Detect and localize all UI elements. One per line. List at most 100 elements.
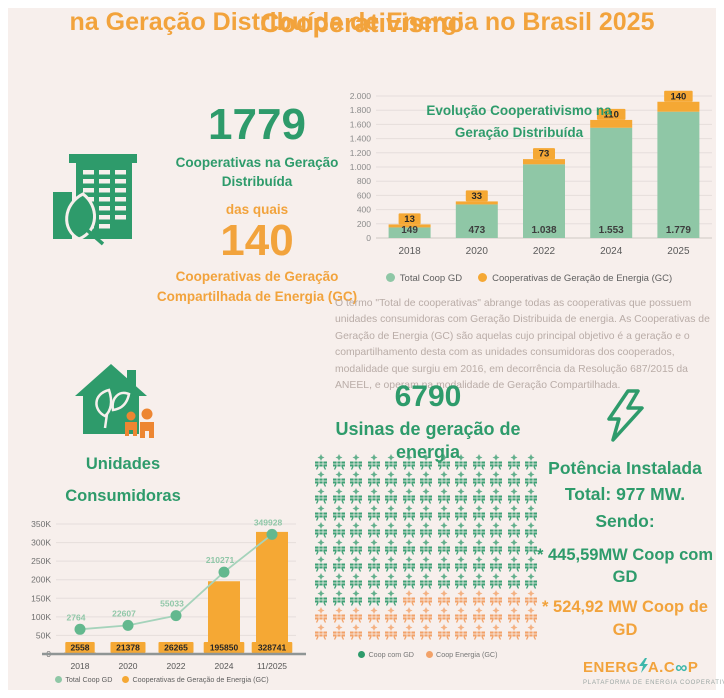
solar-panel-icon: [472, 488, 485, 504]
panel-cell: [348, 590, 366, 607]
solar-panel-icon: [455, 488, 467, 504]
power-heading-line1: Potência Instalada: [548, 458, 702, 478]
solar-panel-icon: [332, 522, 345, 538]
panel-cell: [401, 539, 419, 556]
panel-cell: [348, 522, 366, 539]
panel-cell: [471, 454, 489, 471]
solar-panel-icon: [367, 607, 380, 623]
solar-panel-icon: [472, 573, 485, 589]
solar-panel-icon: [507, 556, 520, 572]
infographic-canvas: Cooperativismo na Geração Distribuída de…: [8, 8, 724, 690]
solar-panel-icon: [507, 590, 520, 606]
panel-cell: [453, 539, 471, 556]
panel-cell: [366, 607, 384, 624]
panel-cell: [453, 590, 471, 607]
panel-cell: [348, 539, 366, 556]
solar-panel-icon: [332, 539, 345, 555]
panel-cell: [453, 454, 471, 471]
solar-panel-icon: [455, 556, 467, 572]
svg-text:1.800: 1.800: [350, 105, 372, 115]
panel-cell: [331, 522, 349, 539]
logo-bolt-icon: [638, 658, 648, 677]
solar-panel-icon: [367, 590, 380, 606]
solar-panel-icon: [350, 607, 362, 623]
solar-panel-icon: [385, 454, 397, 470]
svg-text:2022: 2022: [167, 661, 186, 670]
svg-text:22607: 22607: [112, 608, 136, 618]
solar-panel-icon: [472, 471, 485, 487]
bar-total-2020: [455, 204, 498, 238]
explanatory-note: O termo "Total de cooperativas" abrange …: [335, 298, 710, 392]
panel-cell: [436, 573, 454, 590]
svg-text:2024: 2024: [215, 661, 234, 670]
panel-cell: [506, 556, 524, 573]
solar-panel-legend: Coop com GD Coop Energia (GC): [310, 650, 546, 659]
panel-cell: [523, 573, 541, 590]
solar-panel-icon: [437, 488, 450, 504]
panel-cell: [523, 607, 541, 624]
solar-panel-icon: [385, 488, 397, 504]
svg-text:350K: 350K: [31, 519, 51, 529]
svg-text:100K: 100K: [31, 612, 51, 622]
panel-cell: [418, 454, 436, 471]
solar-panel-icon: [437, 522, 450, 538]
panel-cell: [331, 590, 349, 607]
solar-panel-icon: [525, 471, 537, 487]
logo-wordmark: ENERG A.C ∞ P: [583, 658, 723, 677]
solar-panel-icon: [490, 522, 502, 538]
solar-panel-icon: [455, 522, 467, 538]
solar-panel-icon: [315, 454, 327, 470]
panel-cell: [453, 573, 471, 590]
panel-cell: [331, 624, 349, 641]
panel-cell: [366, 471, 384, 488]
solar-panel-icon: [315, 505, 327, 521]
solar-panel-icon: [420, 471, 432, 487]
solar-panel-icon: [455, 505, 467, 521]
panel-cell: [331, 454, 349, 471]
energia-coop-logo[interactable]: ENERG A.C ∞ P PLATAFORMA DE ENERGIA COOPERA…: [583, 658, 724, 686]
main-title-line2: na Geração Distribuída de Energia no Bra…: [69, 8, 655, 36]
solar-panel-icon: [367, 471, 380, 487]
solar-panel-icon: [350, 488, 362, 504]
solar-panel-icon: [472, 607, 485, 623]
evolution-chart-legend: Total Coop GD Cooperativas de Geração de…: [338, 273, 720, 284]
solar-panel-icon: [507, 607, 520, 623]
svg-text:200: 200: [357, 219, 371, 229]
panel-cell: [506, 454, 524, 471]
svg-text:11/2025: 11/2025: [257, 661, 287, 670]
panel-cell: [313, 573, 331, 590]
panel-cell: [313, 590, 331, 607]
panel-cell: [453, 556, 471, 573]
solar-panel-icon: [350, 573, 362, 589]
panel-cell: [523, 624, 541, 641]
power-item-coop-com-gd: * 445,59MW Coop com GD: [536, 545, 714, 587]
solar-panel-icon: [367, 505, 380, 521]
bar-total-2025: [657, 111, 700, 238]
solar-panel-icon: [437, 471, 450, 487]
panel-cell: [436, 454, 454, 471]
solar-panel-icon: [507, 522, 520, 538]
solar-panel-icon: [332, 488, 345, 504]
panel-cell: [488, 471, 506, 488]
solar-panel-icon: [525, 454, 537, 470]
logo-tagline: PLATAFORMA DE ENERGIA COOPERATIVA: [583, 680, 724, 686]
panel-cell: [506, 607, 524, 624]
bar-gc-2022: [523, 159, 565, 165]
panel-cell: [313, 471, 331, 488]
panel-cell: [401, 607, 419, 624]
panel-cell: [366, 454, 384, 471]
panel-legend-dot-green: [358, 651, 366, 658]
svg-text:400: 400: [357, 205, 371, 215]
solar-panel-icon: [332, 505, 345, 521]
solar-panel-icon: [455, 607, 467, 623]
solar-panel-icon: [367, 573, 380, 589]
solar-panel-icon: [402, 573, 415, 589]
panel-cell: [331, 539, 349, 556]
units-chart-legend: Total Coop GD Cooperativas de Geração de…: [16, 675, 308, 684]
panel-cell: [523, 505, 541, 522]
svg-text:55033: 55033: [160, 599, 184, 609]
svg-text:600: 600: [357, 190, 371, 200]
panel-cell: [471, 539, 489, 556]
solar-panel-icon: [525, 607, 537, 623]
solar-panel-icon: [350, 454, 362, 470]
